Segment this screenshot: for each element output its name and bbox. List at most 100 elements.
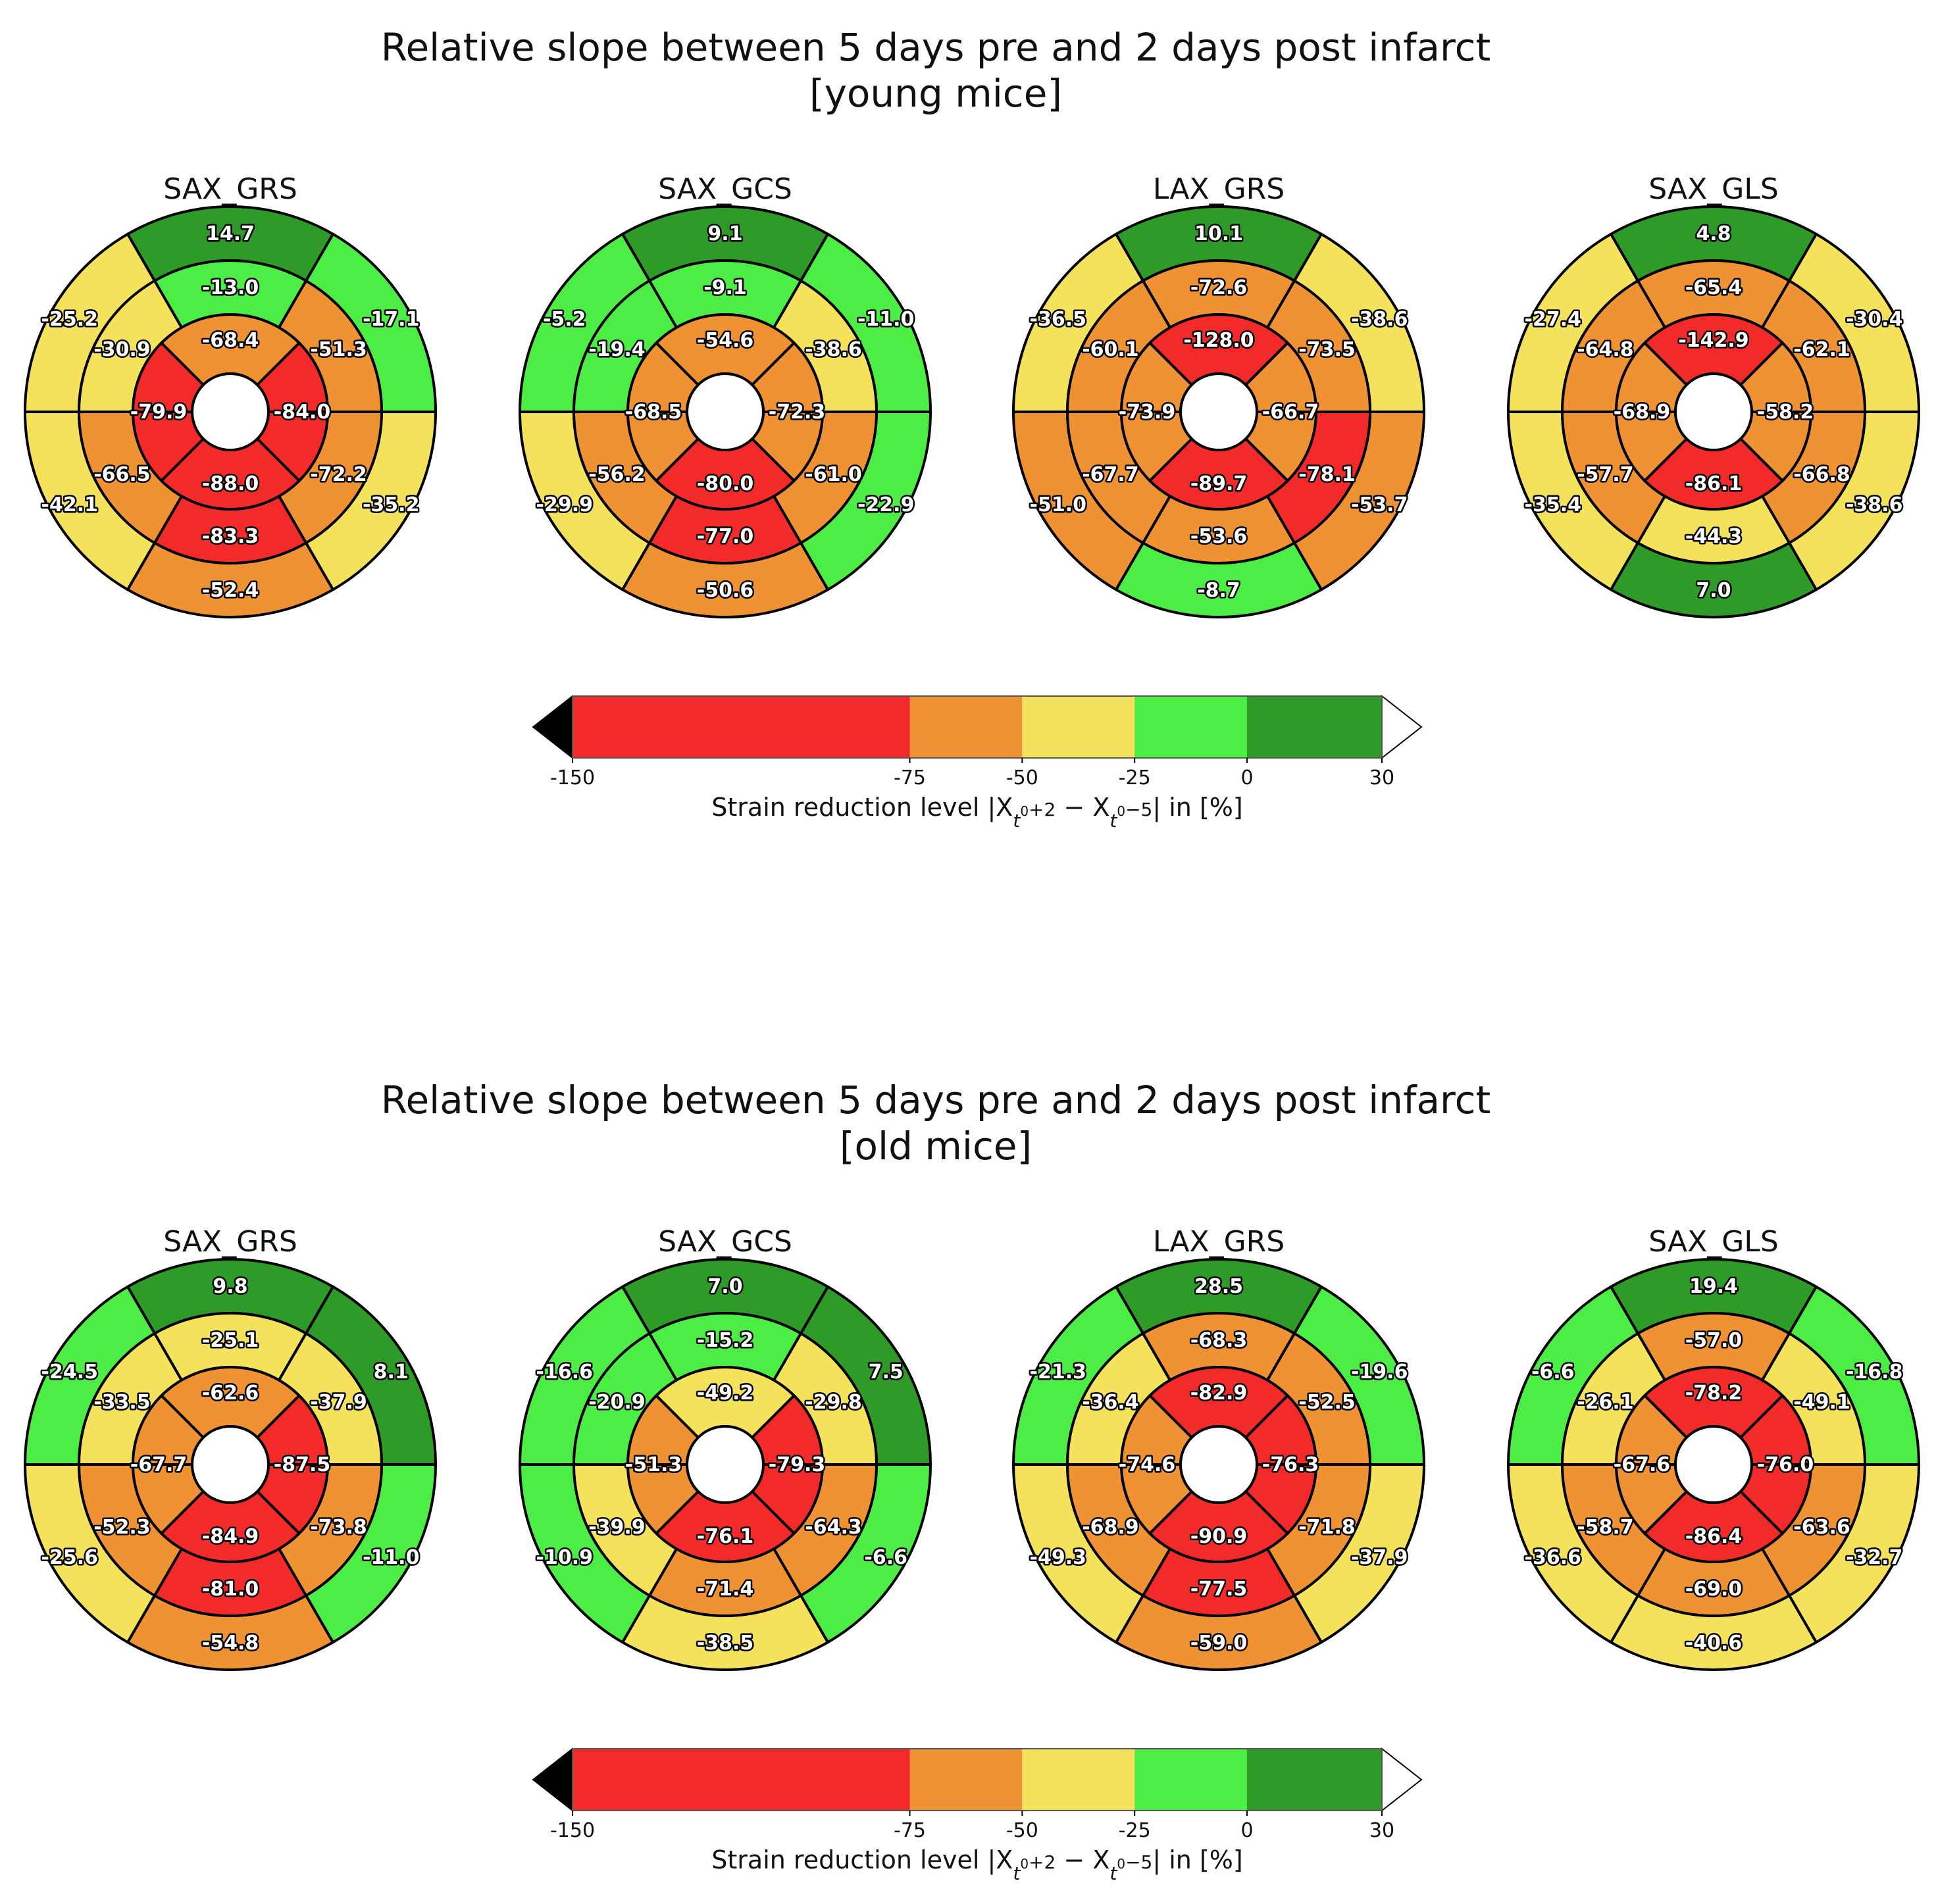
colorbar-label-part: − X — [1056, 1845, 1109, 1874]
segment-value-label: -6.6 — [1531, 1361, 1575, 1384]
segment-value-label: -51.0 — [1030, 493, 1086, 516]
bullseye-center-hole — [686, 1425, 765, 1504]
colorbar-band — [573, 696, 910, 758]
segment-value-label: -68.5 — [625, 401, 682, 424]
segment-value-label: -90.9 — [1190, 1525, 1247, 1548]
segment-value-label: -16.8 — [1846, 1361, 1902, 1384]
segment-value-label: -5.2 — [543, 308, 586, 331]
colorbar-over-extension — [1381, 694, 1423, 760]
segment-value-label: -78.2 — [1685, 1382, 1742, 1405]
segment-value-label: -22.9 — [857, 493, 914, 516]
segment-value-label: -38.6 — [1351, 308, 1408, 331]
segment-value-label: -19.6 — [1351, 1361, 1408, 1384]
colorbar-label-part: −5 — [1125, 799, 1152, 820]
bullseye-center-hole — [1674, 1425, 1753, 1504]
segment-value-label: -57.0 — [1685, 1329, 1742, 1352]
panel-title: SAX_GLS — [1648, 1225, 1779, 1259]
segment-value-label: 7.0 — [1696, 579, 1731, 602]
segment-value-label: -82.9 — [1190, 1382, 1247, 1405]
segment-value-label: -8.7 — [1197, 579, 1240, 602]
segment-value-label: -65.4 — [1685, 276, 1742, 299]
segment-value-label: -57.7 — [1577, 463, 1633, 486]
segment-value-label: -37.9 — [310, 1391, 367, 1414]
colorbar-label-part: t — [1109, 810, 1117, 832]
segment-value-label: -33.5 — [93, 1391, 150, 1414]
segment-value-label: -80.0 — [697, 472, 753, 495]
colorbar-band — [1247, 1749, 1382, 1811]
colorbar-tick-label: 0 — [1240, 766, 1253, 789]
segment-value-label: -30.9 — [93, 338, 150, 361]
segment-value-label: -79.3 — [769, 1453, 825, 1476]
bullseye-plot: 19.4 -16.8 -32.7 -40.6 -36.6 -6.6 -57.0 -49.1 -6… — [1506, 1258, 1921, 1671]
segment-value-label: -53.7 — [1351, 493, 1408, 516]
panel-title: SAX_GRS — [163, 172, 297, 206]
colorbar-frame — [572, 695, 1383, 759]
segment-value-label: 7.5 — [869, 1361, 904, 1384]
segment-value-label: -37.9 — [1351, 1546, 1408, 1569]
bullseye-plot: 7.0 7.5 -6.6 -38.5 -10.9 -16.6 -15.2 -29.8 -64.3… — [518, 1258, 932, 1671]
segment-value-label: -88.0 — [202, 472, 259, 495]
colorbar-label-part: 0 — [1117, 803, 1125, 819]
segment-value-label: -40.6 — [1685, 1632, 1742, 1655]
segment-value-label: -72.6 — [1190, 276, 1247, 299]
colorbar-label-part: t — [1109, 1863, 1117, 1884]
segment-value-label: -71.8 — [1298, 1516, 1355, 1539]
colorbar-tick-label: -75 — [894, 766, 926, 789]
colorbar-tick-label: -150 — [550, 766, 595, 789]
bullseye-plot: 10.1 -38.6 -53.7 -8.7 -51.0 -36.5 -72.6 -73.5 -7… — [1011, 205, 1426, 618]
colorbar: -150 -75 -50 -25 0 30 Strain reduction level |… — [532, 694, 1423, 832]
segment-value-label: -67.6 — [1614, 1453, 1670, 1476]
figure-subtitle: [old mice] — [840, 1124, 1032, 1168]
segment-value-label: -81.0 — [202, 1578, 259, 1601]
bullseye-plot: 9.1 -11.0 -22.9 -50.6 -29.9 -5.2 -9.1 -38.6 -61.… — [518, 205, 932, 618]
colorbar-under-extension — [532, 694, 573, 760]
segment-value-label: -36.4 — [1082, 1391, 1138, 1414]
colorbar-tick-label: -25 — [1119, 1819, 1151, 1842]
segment-value-label: -44.3 — [1685, 525, 1742, 548]
segment-value-label: -72.3 — [769, 401, 825, 424]
segment-value-label: -21.3 — [1030, 1361, 1086, 1384]
segment-value-label: -49.2 — [697, 1382, 753, 1405]
segment-value-label: -73.8 — [310, 1516, 367, 1539]
colorbar-label-part: Strain reduction level |X — [711, 1845, 1013, 1875]
bullseye-plot: 14.7 -17.1 -35.2 -52.4 -42.1 -25.2 -13.0 -51.3 -… — [23, 205, 438, 618]
segment-value-label: -9.1 — [703, 276, 747, 299]
colorbar-label-part: Strain reduction level |X — [711, 793, 1013, 822]
segment-value-label: -59.0 — [1190, 1632, 1247, 1655]
segment-value-label: -20.9 — [588, 1391, 645, 1414]
segment-value-label: 9.8 — [213, 1275, 247, 1298]
colorbar-band — [1134, 1749, 1247, 1811]
segment-value-label: -15.2 — [697, 1329, 753, 1352]
segment-value-label: -142.9 — [1678, 329, 1748, 352]
colorbar-tick-label: -25 — [1119, 766, 1151, 789]
colorbar-tick-label: 30 — [1369, 766, 1394, 789]
segment-value-label: -74.6 — [1119, 1453, 1175, 1476]
colorbar-tick-label: -75 — [894, 1819, 926, 1842]
panel-title: SAX_GLS — [1648, 172, 1779, 206]
figure-title: Relative slope between 5 days pre and 2 … — [381, 1078, 1490, 1122]
segment-value-label: -61.0 — [805, 463, 861, 486]
segment-value-label: -77.0 — [697, 525, 753, 548]
segment-value-label: -16.6 — [536, 1361, 593, 1384]
panel-title: SAX_GCS — [658, 172, 792, 206]
colorbar-band — [573, 1749, 910, 1811]
figure-title: Relative slope between 5 days pre and 2 … — [381, 25, 1490, 70]
segment-value-label: -58.7 — [1577, 1516, 1633, 1539]
segment-value-label: -53.6 — [1190, 525, 1247, 548]
segment-value-label: -10.9 — [536, 1546, 593, 1569]
segment-value-label: -39.9 — [588, 1516, 645, 1539]
colorbar-label-part: 0 — [1020, 1856, 1029, 1872]
segment-value-label: -68.3 — [1190, 1329, 1247, 1352]
colorbar-under-extension — [532, 1747, 573, 1813]
colorbar-band — [1134, 696, 1247, 758]
segment-value-label: -36.5 — [1030, 308, 1086, 331]
segment-value-label: -83.3 — [202, 525, 259, 548]
segment-value-label: -25.1 — [202, 1329, 259, 1352]
segment-value-label: -26.1 — [1577, 1391, 1633, 1414]
segment-value-label: -35.2 — [363, 493, 419, 516]
colorbar-label-part: t — [1013, 810, 1021, 832]
segment-value-label: -86.4 — [1685, 1525, 1742, 1548]
segment-value-label: -29.9 — [536, 493, 593, 516]
segment-value-label: 4.8 — [1696, 222, 1731, 245]
